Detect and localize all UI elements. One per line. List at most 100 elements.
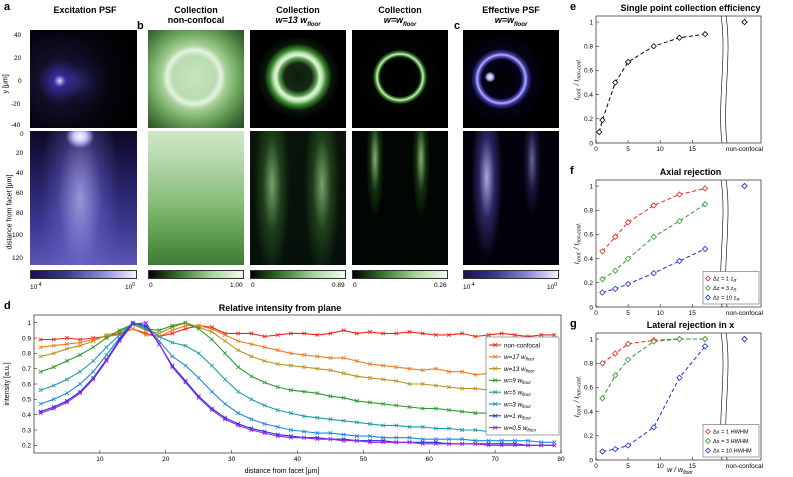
d-point <box>249 354 254 359</box>
d-point <box>394 365 399 370</box>
d-point <box>209 407 214 413</box>
d-point <box>486 438 491 443</box>
d-legend-marker <box>492 342 498 348</box>
d-point <box>288 435 293 440</box>
colorbar-b1 <box>148 270 244 279</box>
d-point <box>328 394 333 399</box>
d-point <box>275 361 280 367</box>
chart-g-legend-label: Δx = 1 HWHM <box>713 430 749 436</box>
d-xtick-label: 30 <box>228 456 236 463</box>
chart-g-line <box>602 345 706 452</box>
chart-f-legend-label: Δz = 10 zR <box>713 296 740 302</box>
d-point <box>394 331 399 336</box>
chart-f-point <box>650 202 657 209</box>
chart-e-point <box>701 30 709 38</box>
d-xtick-label: 70 <box>492 456 500 463</box>
d-point <box>473 441 478 446</box>
d-xtick-label: 50 <box>360 456 368 463</box>
d-point <box>249 342 254 347</box>
chart-g-point <box>676 374 683 381</box>
d-point <box>302 435 307 440</box>
d-point <box>499 331 504 336</box>
chart-g-ylabel: Iconf. / Inon-conf. <box>574 376 583 417</box>
collection-wfloor-xz-image <box>352 131 448 265</box>
chart-e-point <box>599 116 606 124</box>
d-point <box>367 434 373 439</box>
colorbar-c-max: 100 <box>547 282 558 292</box>
d-point <box>209 329 214 334</box>
d-legend-label: w=1 wfloor <box>504 413 531 421</box>
d-point <box>275 384 280 390</box>
colorbar-b2-max: 0.89 <box>332 282 345 289</box>
chart-e-break-b <box>725 15 729 144</box>
d-legend-label: non-confocal <box>504 342 540 349</box>
chart-g-legend-marker <box>705 428 711 435</box>
chart-g-ytick-label: 0.2 <box>584 433 593 440</box>
d-point <box>51 337 56 342</box>
chart-f-point <box>599 276 606 283</box>
d-point <box>354 398 359 403</box>
d-point <box>552 332 557 338</box>
d-point <box>446 441 452 446</box>
d-point <box>91 375 96 380</box>
d-point <box>328 331 333 336</box>
d-point <box>446 369 452 374</box>
d-series-line <box>40 322 555 397</box>
d-point <box>367 440 373 445</box>
d-point <box>51 383 56 388</box>
d-point <box>354 374 359 379</box>
chart-g-legend-label: Δx = 10 HWHM <box>713 449 752 455</box>
d-point <box>275 424 280 430</box>
d-point <box>157 334 162 339</box>
a-distance-axis-label: distance from facet [μm] <box>6 174 14 250</box>
chart-f-point <box>624 255 632 262</box>
chart-g-point <box>599 360 606 367</box>
d-point <box>381 401 386 407</box>
d-point <box>367 361 373 367</box>
colorbar-a-max: 100 <box>125 282 136 292</box>
wfloor-lobe-right <box>406 131 436 241</box>
d-xtick-label: 20 <box>162 456 170 463</box>
d-legend-label: w=9 wfloor <box>504 378 531 386</box>
effective-lobe-right <box>519 131 545 231</box>
d-point <box>433 426 438 431</box>
chart-f-xtick-label: 0 <box>594 310 598 317</box>
title-collection-wfloor: Collection w=wfloor <box>378 5 422 28</box>
panel-label-a: a <box>4 1 11 13</box>
effective-psf-xz-image <box>463 131 559 265</box>
collection-w13-xz-image <box>250 131 346 265</box>
chart-g-legend-marker <box>705 447 711 454</box>
d-point <box>288 363 293 368</box>
d-point <box>315 391 320 396</box>
d-point <box>354 438 359 443</box>
chart-e-xtick-label: 10 <box>657 146 665 153</box>
chart-f-legend-label: Δz = 3 zR <box>713 286 736 292</box>
d-point <box>420 381 425 387</box>
d-point <box>407 329 412 334</box>
d-point <box>394 403 399 408</box>
d-point <box>78 340 83 345</box>
d-xtick-label: 60 <box>426 456 434 463</box>
d-point <box>446 384 452 390</box>
d-point <box>222 401 228 407</box>
chart-e-xtick-label: 0 <box>594 146 598 153</box>
chart-f-ytick-label: 0.2 <box>584 280 593 287</box>
colorbar-b2 <box>250 270 346 279</box>
d-point <box>38 345 43 350</box>
chart-g-xtick-label: 5 <box>626 463 630 470</box>
d-point <box>170 331 175 336</box>
d-point <box>552 443 557 448</box>
d-point <box>236 331 241 336</box>
chart-f-point <box>612 285 619 293</box>
chart-g-ytick-label: 0 <box>589 457 593 464</box>
d-point <box>499 443 504 448</box>
chart-d-ylabel: intensity [a.u.] <box>4 362 11 405</box>
chart-f-point <box>650 233 657 241</box>
chart-g-point <box>612 372 619 379</box>
d-point <box>473 438 478 443</box>
d-point <box>433 332 438 338</box>
d-xtick-label: 10 <box>96 456 104 463</box>
d-legend-marker <box>492 401 498 407</box>
d-point <box>394 435 399 440</box>
w13-lobe-left <box>252 131 292 265</box>
